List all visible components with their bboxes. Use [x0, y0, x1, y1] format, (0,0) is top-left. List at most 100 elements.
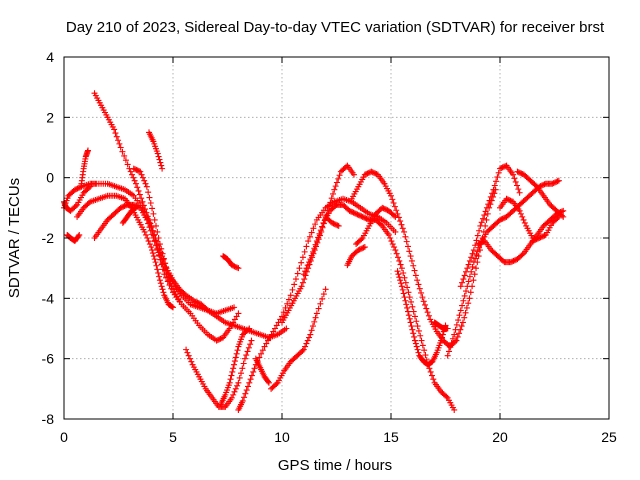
data-point [308, 327, 315, 334]
data-point [270, 328, 277, 335]
data-point [303, 243, 310, 250]
data-point [465, 300, 472, 307]
data-point [497, 216, 503, 223]
data-point [216, 336, 223, 343]
data-point [150, 235, 157, 241]
data-point [227, 376, 234, 383]
data-point [470, 259, 477, 266]
x-tick-label: 20 [492, 429, 508, 445]
data-point [499, 215, 506, 222]
data-point [138, 195, 145, 202]
data-point [168, 283, 175, 290]
y-tick-label: 0 [46, 170, 54, 186]
data-point [147, 227, 154, 234]
data-point [191, 298, 198, 305]
data-point [495, 169, 502, 176]
data-point [519, 213, 526, 220]
data-point [181, 291, 188, 298]
data-point [151, 256, 158, 263]
data-point [346, 207, 353, 214]
data-point [158, 162, 165, 169]
data-point [363, 171, 370, 178]
data-point [529, 238, 536, 245]
data-point [357, 245, 364, 252]
data-point [383, 206, 390, 213]
data-point [156, 156, 163, 163]
data-point [299, 347, 306, 354]
data-point [265, 337, 272, 344]
data-point [121, 152, 128, 159]
data-point [217, 335, 224, 342]
data-point [416, 285, 423, 292]
data-point [418, 289, 425, 296]
data-point [231, 304, 238, 311]
data-point [329, 219, 336, 226]
data-point [243, 387, 250, 394]
series-arc-22 [344, 244, 368, 269]
data-point [439, 334, 446, 341]
y-axis-label: SDTVAR / TECUs [6, 178, 23, 298]
data-point [246, 379, 253, 386]
data-point [360, 214, 367, 221]
data-point [151, 238, 158, 245]
data-point [333, 179, 340, 186]
data-point [319, 295, 326, 302]
x-tick-label: 0 [60, 429, 68, 445]
data-point [150, 210, 157, 217]
data-point [154, 228, 161, 235]
data-point [414, 346, 421, 353]
series-arc-12 [217, 325, 253, 407]
data-point [85, 184, 92, 191]
data-point [132, 180, 139, 187]
data-point [187, 355, 194, 362]
data-point [312, 241, 319, 248]
data-point [511, 175, 518, 182]
data-point [149, 231, 156, 238]
data-point [444, 325, 451, 332]
data-point [214, 336, 221, 343]
data-point [498, 216, 505, 223]
data-points [61, 90, 567, 413]
data-point [479, 215, 486, 222]
data-point [300, 271, 307, 278]
data-point [154, 266, 161, 273]
data-point [232, 263, 239, 270]
data-point [462, 288, 469, 295]
data-point [411, 337, 418, 344]
data-point [465, 278, 472, 285]
data-point [389, 241, 396, 248]
data-point [531, 237, 538, 244]
series-arc-13 [220, 253, 242, 272]
data-point [425, 312, 432, 319]
data-point [74, 185, 81, 192]
data-point [149, 250, 156, 257]
data-point [465, 261, 472, 268]
data-point [129, 171, 136, 178]
data-point [452, 338, 459, 345]
data-point [235, 310, 242, 317]
data-point [139, 198, 146, 205]
data-point [246, 325, 253, 332]
data-point [232, 385, 239, 392]
data-point [85, 200, 92, 207]
data-point [391, 203, 398, 210]
data-point [408, 298, 415, 305]
data-point [474, 248, 481, 255]
data-point [358, 213, 365, 220]
data-point [158, 256, 165, 263]
data-point [248, 337, 255, 344]
data-point [483, 216, 490, 223]
data-point [326, 203, 333, 210]
data-point [309, 248, 316, 255]
data-point [476, 227, 483, 234]
data-point [353, 210, 360, 217]
data-point [419, 294, 426, 301]
series-arc-21 [353, 204, 399, 248]
data-point [266, 334, 273, 341]
data-point [203, 306, 210, 313]
data-point [405, 308, 412, 315]
data-point [473, 265, 480, 272]
x-tick-label: 15 [383, 429, 399, 445]
data-point [160, 255, 167, 262]
data-point [153, 262, 160, 269]
